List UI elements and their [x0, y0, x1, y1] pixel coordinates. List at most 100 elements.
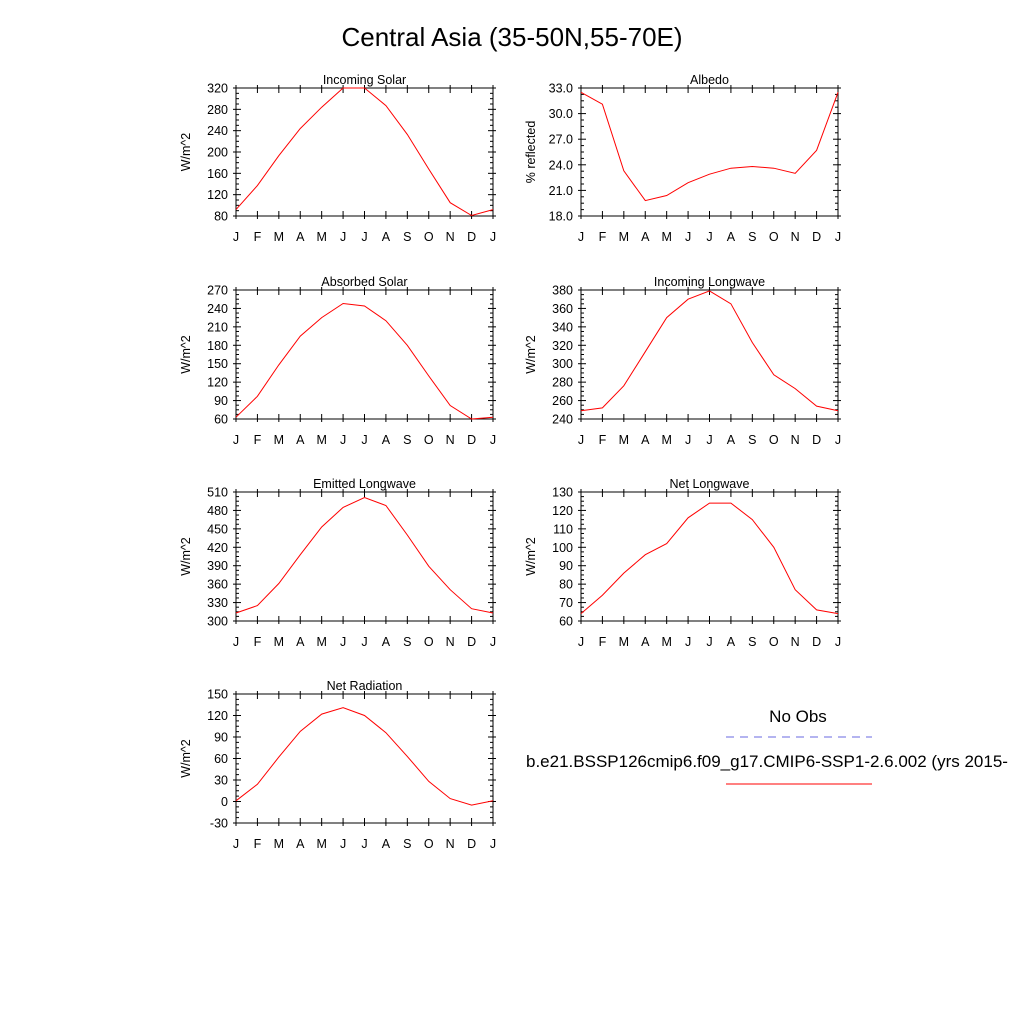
y-tick-label: 60 — [559, 615, 573, 629]
panel-title: Emitted Longwave — [313, 477, 416, 491]
panel-title: Incoming Solar — [323, 73, 406, 87]
x-tick-label: A — [727, 230, 736, 244]
legend-model-label: b.e21.BSSP126cmip6.f09_g17.CMIP6-SSP1-2.… — [526, 752, 1008, 771]
x-tick-label: J — [233, 635, 239, 649]
x-tick-label: J — [685, 635, 691, 649]
x-tick-label: J — [490, 230, 496, 244]
x-tick-label: N — [446, 433, 455, 447]
y-tick-label: 270 — [207, 284, 228, 298]
x-tick-label: M — [316, 433, 326, 447]
x-tick-label: M — [619, 635, 629, 649]
x-tick-label: M — [316, 635, 326, 649]
x-tick-label: J — [233, 433, 239, 447]
y-axis-label: % reflected — [524, 121, 538, 184]
y-tick-label: 33.0 — [549, 82, 573, 96]
x-tick-label: O — [769, 433, 779, 447]
x-tick-label: J — [490, 635, 496, 649]
x-tick-label: S — [403, 635, 411, 649]
x-tick-label: D — [812, 433, 821, 447]
x-tick-label: M — [619, 433, 629, 447]
panel-title: Incoming Longwave — [654, 275, 765, 289]
y-tick-label: 24.0 — [549, 158, 573, 172]
x-tick-label: N — [791, 635, 800, 649]
y-tick-label: 120 — [207, 709, 228, 723]
y-tick-label: 210 — [207, 320, 228, 334]
x-tick-label: D — [467, 230, 476, 244]
y-tick-label: 280 — [207, 103, 228, 117]
y-tick-label: 30.0 — [549, 107, 573, 121]
x-tick-label: F — [599, 433, 607, 447]
x-tick-label: A — [727, 635, 736, 649]
y-tick-label: 120 — [207, 188, 228, 202]
x-tick-label: A — [382, 837, 391, 851]
x-tick-label: F — [599, 635, 607, 649]
x-tick-label: J — [361, 837, 367, 851]
plot-frame — [235, 693, 494, 824]
y-tick-label: 390 — [207, 559, 228, 573]
y-tick-label: 80 — [559, 578, 573, 592]
x-tick-label: N — [791, 230, 800, 244]
x-tick-label: J — [490, 837, 496, 851]
x-tick-label: M — [316, 837, 326, 851]
x-tick-label: J — [685, 433, 691, 447]
x-tick-label: A — [382, 433, 391, 447]
x-tick-label: S — [748, 433, 756, 447]
y-tick-label: 27.0 — [549, 133, 573, 147]
x-tick-label: J — [835, 635, 841, 649]
panel-title: Net Longwave — [670, 477, 750, 491]
x-tick-label: N — [791, 433, 800, 447]
y-tick-label: 260 — [552, 394, 573, 408]
panel-title: Absorbed Solar — [321, 275, 407, 289]
x-tick-label: A — [641, 230, 650, 244]
y-tick-label: 150 — [207, 357, 228, 371]
x-tick-label: J — [578, 230, 584, 244]
y-axis-label: W/m^2 — [179, 335, 193, 374]
y-tick-label: 340 — [552, 320, 573, 334]
x-tick-label: D — [812, 230, 821, 244]
y-tick-label: 0 — [221, 795, 228, 809]
x-tick-label: J — [578, 433, 584, 447]
x-tick-label: A — [296, 433, 305, 447]
x-tick-label: J — [340, 230, 346, 244]
x-tick-label: J — [706, 433, 712, 447]
y-tick-label: 70 — [559, 596, 573, 610]
y-tick-label: 150 — [207, 688, 228, 702]
y-tick-label: 360 — [207, 578, 228, 592]
x-tick-label: N — [446, 837, 455, 851]
y-axis-label: W/m^2 — [179, 537, 193, 576]
y-tick-label: 480 — [207, 504, 228, 518]
y-tick-label: 30 — [214, 774, 228, 788]
y-tick-label: 200 — [207, 146, 228, 160]
x-tick-label: J — [578, 635, 584, 649]
y-tick-label: 160 — [207, 167, 228, 181]
x-tick-label: A — [641, 635, 650, 649]
x-tick-label: D — [812, 635, 821, 649]
panel-title: Albedo — [690, 73, 729, 87]
y-tick-label: 110 — [553, 522, 573, 536]
x-tick-label: M — [274, 837, 284, 851]
x-tick-label: J — [233, 230, 239, 244]
x-tick-label: J — [685, 230, 691, 244]
y-axis-label: W/m^2 — [179, 133, 193, 172]
x-tick-label: F — [254, 433, 262, 447]
x-tick-label: S — [403, 837, 411, 851]
y-axis-label: W/m^2 — [524, 537, 538, 576]
y-tick-label: 130 — [552, 486, 573, 500]
x-tick-label: M — [274, 635, 284, 649]
x-tick-label: D — [467, 635, 476, 649]
y-tick-label: 280 — [552, 376, 573, 390]
legend: No Obs b.e21.BSSP126cmip6.f09_g17.CMIP6-… — [526, 707, 1008, 785]
y-axis-label: W/m^2 — [179, 739, 193, 778]
series-line — [235, 302, 494, 420]
x-tick-label: N — [446, 635, 455, 649]
y-tick-label: 240 — [207, 124, 228, 138]
y-tick-label: 90 — [214, 731, 228, 745]
y-tick-label: 240 — [552, 413, 573, 427]
y-tick-label: 180 — [207, 339, 228, 353]
x-tick-label: O — [424, 433, 434, 447]
x-tick-label: J — [340, 433, 346, 447]
